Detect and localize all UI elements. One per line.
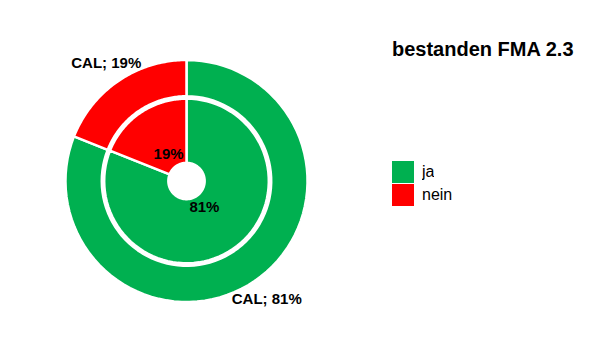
svg-text:19%: 19%: [154, 145, 184, 162]
html-text:bestanden FMA 2.3: bestanden FMA 2.3: [392, 38, 574, 60]
svg-text:CAL; 19%: CAL; 19%: [71, 54, 141, 71]
svg-text:81%: 81%: [189, 198, 219, 215]
html-text:nein: nein: [422, 186, 453, 203]
html-text:ja: ja: [422, 163, 435, 180]
svg-text:CAL; 81%: CAL; 81%: [232, 290, 302, 307]
